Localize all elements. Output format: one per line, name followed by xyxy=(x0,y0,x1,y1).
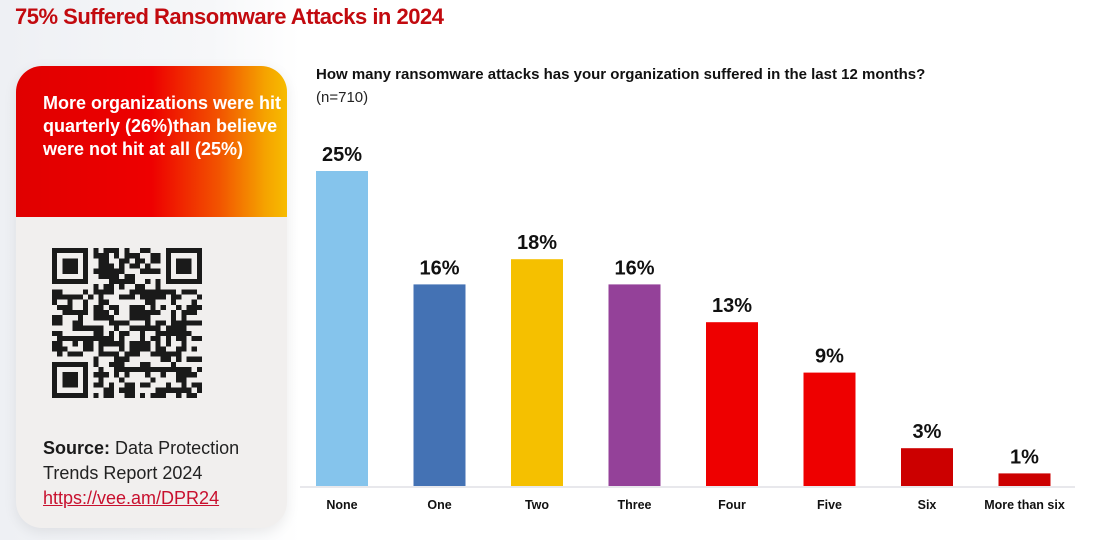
bar-five xyxy=(803,372,856,486)
category-label: Two xyxy=(525,498,549,512)
card-header: More organizations were hit quarterly (2… xyxy=(16,66,287,217)
value-label: 3% xyxy=(913,421,942,443)
value-label: 9% xyxy=(815,346,844,368)
value-label: 13% xyxy=(712,295,752,317)
bar-more-than-six xyxy=(998,473,1051,486)
source-label: Source: xyxy=(43,438,111,458)
card-headline: More organizations were hit quarterly (2… xyxy=(43,93,282,159)
value-label: 16% xyxy=(419,257,459,279)
page-title: 75% Suffered Ransomware Attacks in 2024 xyxy=(15,4,444,29)
value-label: 1% xyxy=(1010,446,1039,468)
category-label: More than six xyxy=(984,498,1065,512)
value-label: 25% xyxy=(322,144,362,166)
chart-title: How many ransomware attacks has your org… xyxy=(316,66,926,83)
qr-code-icon[interactable] xyxy=(52,248,202,398)
source-text: Data Protection Trends Report 2024 xyxy=(43,438,240,483)
source-block: Source: Data Protection Trends Report 20… xyxy=(43,436,283,511)
category-label: Three xyxy=(617,498,651,512)
bar-one xyxy=(413,284,466,486)
value-label: 16% xyxy=(614,257,654,279)
category-label: Six xyxy=(918,498,937,512)
category-label: None xyxy=(326,498,357,512)
category-label: Four xyxy=(718,498,746,512)
bar-four xyxy=(706,322,758,486)
chart-subtitle: (n=710) xyxy=(316,89,369,106)
bar-three xyxy=(608,284,661,486)
value-label: 18% xyxy=(517,232,557,254)
category-label: Five xyxy=(817,498,842,512)
summary-card: More organizations were hit quarterly (2… xyxy=(16,66,287,528)
bar-none xyxy=(316,171,368,486)
category-label: One xyxy=(427,498,451,512)
bar-two xyxy=(511,259,563,486)
bar-chart: 25% None 16% One 18% Two 16% Three 13% Four 9% Five… xyxy=(300,144,1075,512)
bar-six xyxy=(901,448,953,486)
source-link[interactable]: https://vee.am/DPR24 xyxy=(43,488,220,508)
